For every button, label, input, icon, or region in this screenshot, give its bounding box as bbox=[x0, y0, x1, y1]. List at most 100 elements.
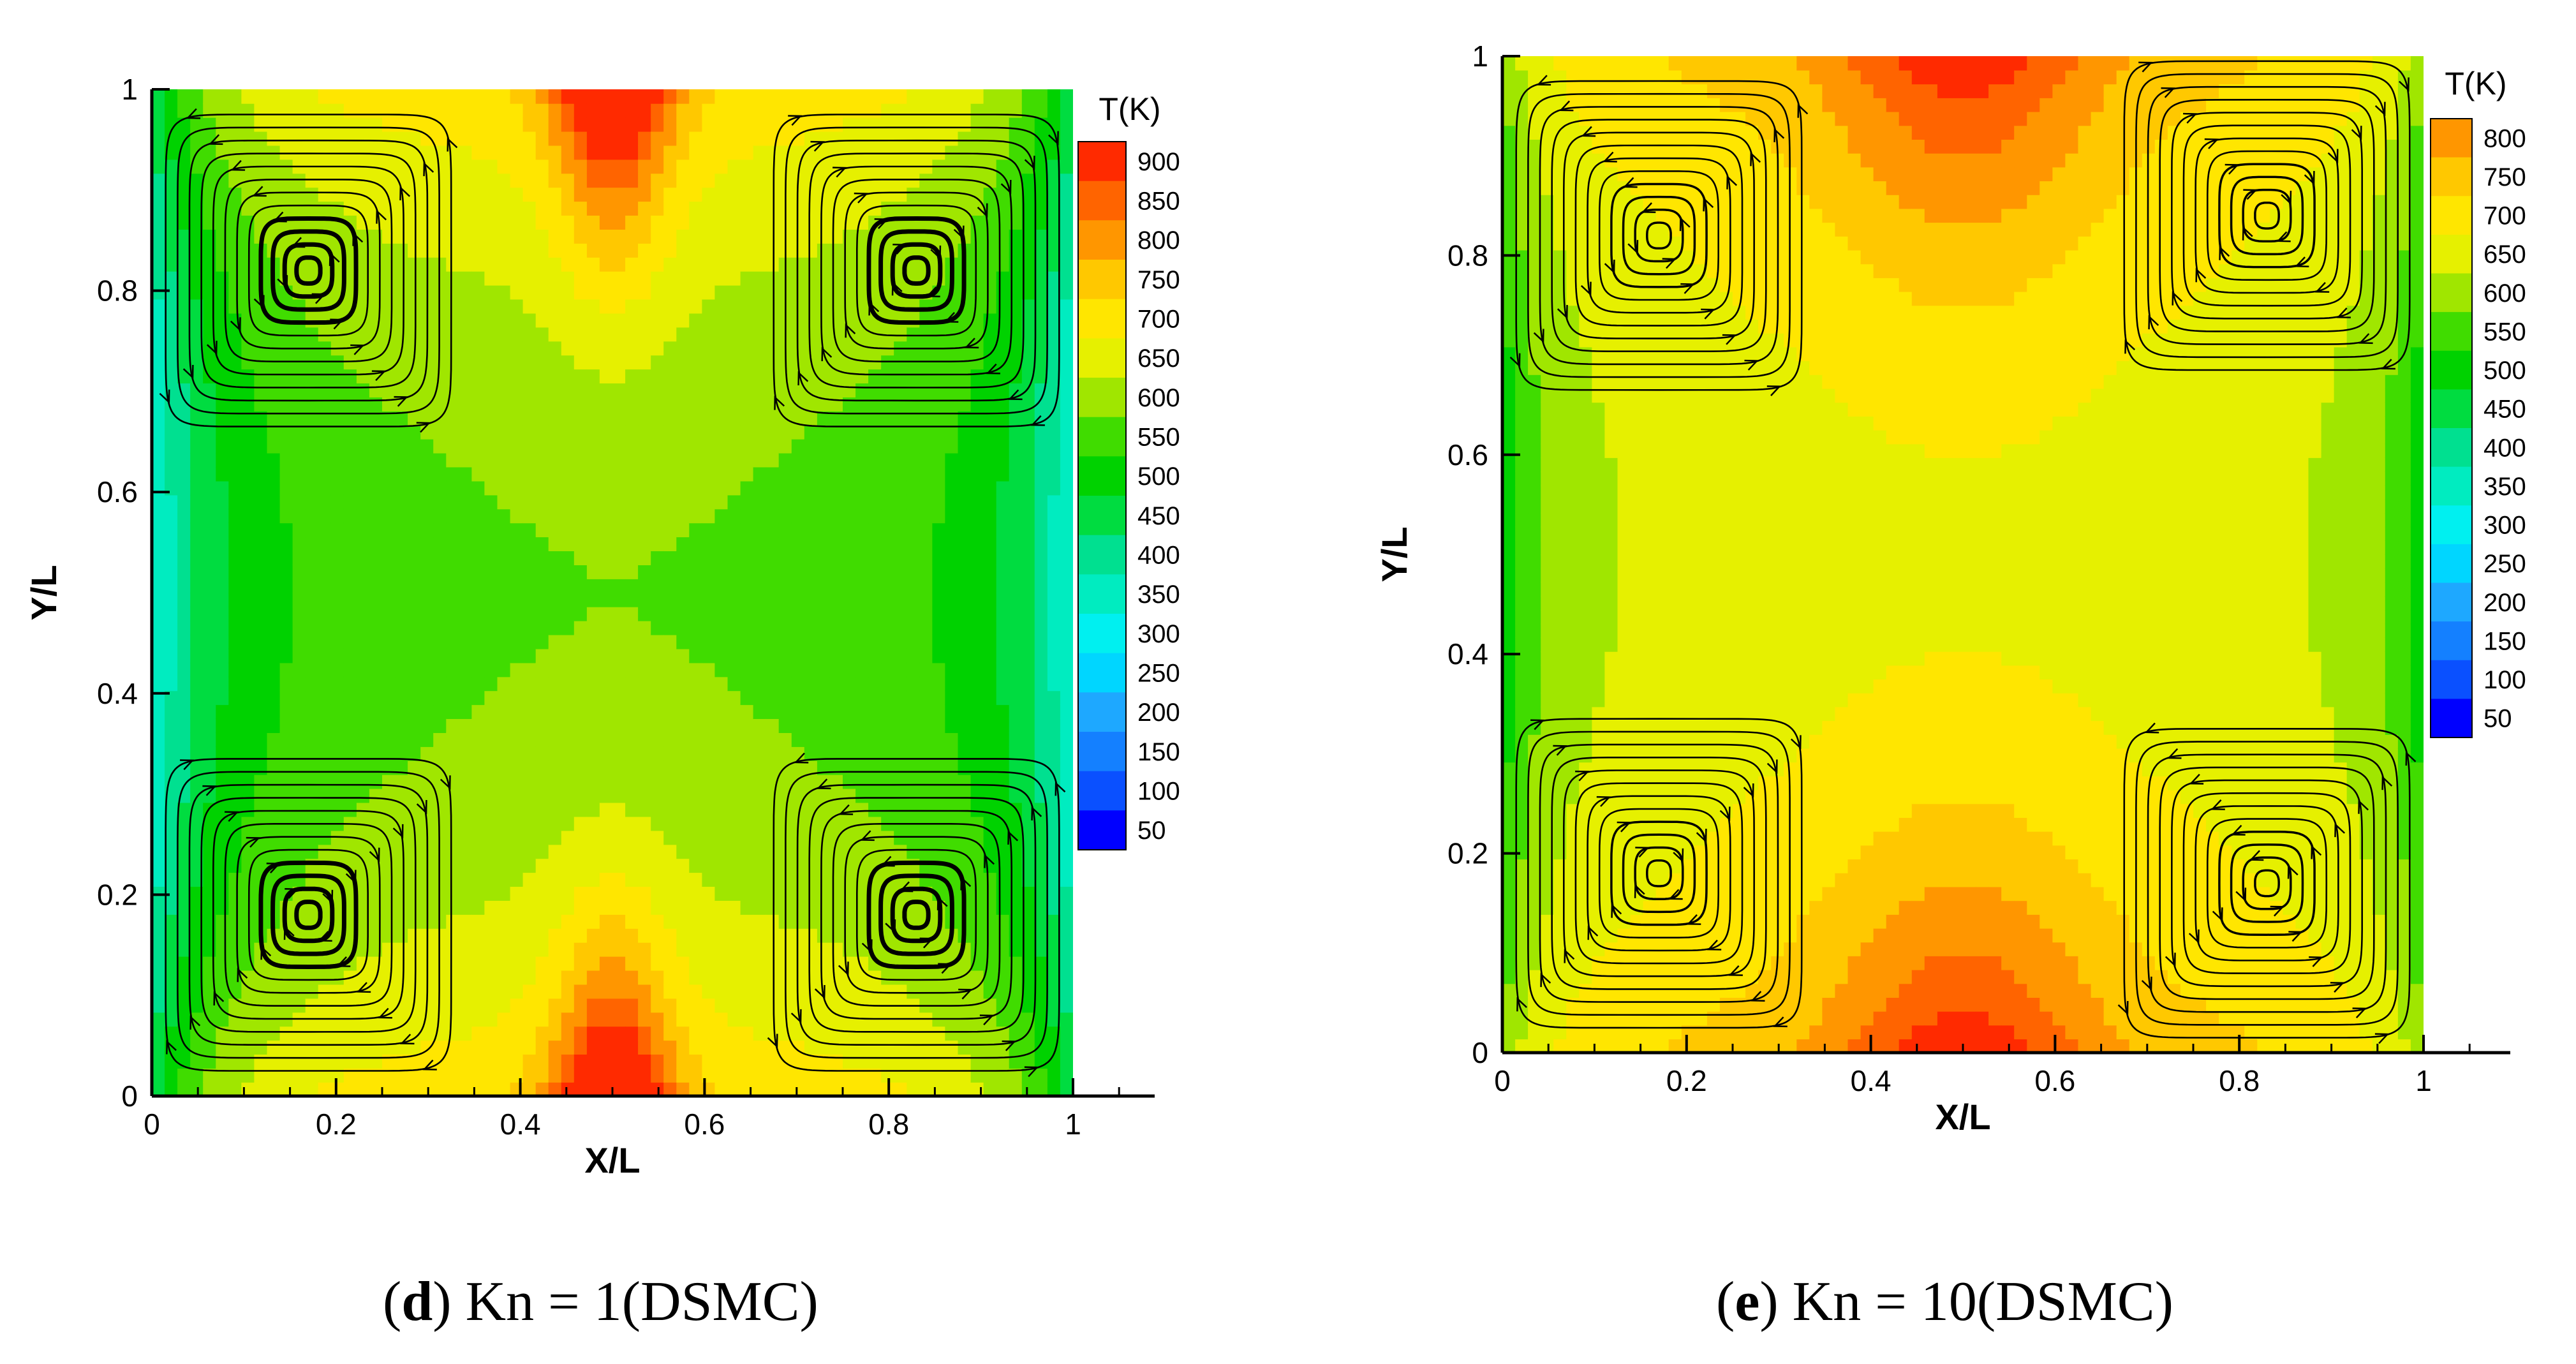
temperature-cell bbox=[727, 1040, 741, 1055]
temperature-cell bbox=[996, 606, 1010, 621]
temperature-cell bbox=[561, 956, 575, 971]
temperature-cell bbox=[471, 299, 485, 314]
temperature-cell bbox=[267, 201, 281, 216]
temperature-cell bbox=[983, 355, 997, 370]
temperature-cell bbox=[177, 508, 191, 524]
temperature-cell bbox=[369, 942, 383, 957]
temperature-cell bbox=[945, 551, 959, 565]
temperature-cell bbox=[318, 858, 332, 873]
temperature-cell bbox=[907, 704, 921, 719]
temperature-cell bbox=[535, 243, 549, 258]
temperature-cell bbox=[395, 411, 408, 426]
temperature-cell bbox=[356, 187, 370, 202]
temperature-cell bbox=[165, 271, 178, 286]
temperature-cell bbox=[829, 1026, 843, 1041]
temperature-cell bbox=[471, 565, 485, 579]
temperature-cell bbox=[216, 662, 230, 678]
temperature-cell bbox=[382, 117, 396, 132]
temperature-cell bbox=[574, 438, 588, 454]
temperature-cell bbox=[638, 313, 651, 328]
temperature-cell bbox=[420, 1012, 434, 1027]
temperature-cell bbox=[945, 131, 959, 146]
temperature-cell bbox=[165, 313, 178, 328]
temperature-cell bbox=[446, 648, 460, 663]
temperature-cell bbox=[279, 173, 293, 188]
temperature-cell bbox=[484, 285, 498, 300]
temperature-cell bbox=[177, 676, 191, 692]
temperature-cell bbox=[714, 523, 729, 538]
temperature-cell bbox=[279, 1082, 293, 1096]
temperature-cell bbox=[894, 648, 908, 663]
temperature-cell bbox=[919, 466, 933, 482]
temperature-cell bbox=[894, 690, 908, 706]
temperature-cell bbox=[714, 452, 729, 468]
temperature-cell bbox=[382, 956, 396, 971]
temperature-cell bbox=[638, 970, 651, 985]
temperature-cell bbox=[766, 886, 780, 901]
temperature-cell bbox=[522, 970, 537, 985]
temperature-cell bbox=[714, 397, 729, 411]
temperature-cell bbox=[343, 103, 357, 118]
temperature-cell bbox=[408, 942, 421, 957]
temperature-cell bbox=[254, 327, 268, 342]
temperature-cell bbox=[599, 970, 613, 985]
temperature-cell bbox=[804, 606, 818, 621]
temperature-cell bbox=[446, 466, 460, 482]
temperature-cell bbox=[970, 998, 984, 1013]
temperature-cell bbox=[945, 620, 959, 635]
temperature-cell bbox=[804, 103, 818, 118]
temperature-cell bbox=[599, 620, 613, 635]
temperature-cell bbox=[868, 928, 882, 943]
temperature-cell bbox=[740, 690, 754, 706]
temperature-cell bbox=[190, 452, 204, 468]
temperature-cell bbox=[420, 620, 434, 635]
temperature-cell bbox=[510, 1040, 524, 1055]
temperature-cell bbox=[318, 732, 332, 747]
temperature-cell bbox=[548, 411, 562, 426]
temperature-cell bbox=[510, 648, 524, 663]
temperature-cell bbox=[484, 341, 498, 356]
temperature-cell bbox=[279, 690, 293, 706]
temperature-cell bbox=[599, 159, 613, 174]
temperature-cell bbox=[459, 117, 473, 132]
temperature-cell bbox=[369, 788, 383, 803]
temperature-cell bbox=[663, 285, 677, 300]
temperature-cell bbox=[190, 858, 204, 873]
temperature-cell bbox=[165, 802, 178, 817]
temperature-cell bbox=[663, 341, 677, 356]
temperature-cell bbox=[177, 537, 191, 551]
temperature-cell bbox=[446, 914, 460, 929]
temperature-cell bbox=[727, 1026, 741, 1041]
temperature-cell bbox=[663, 257, 677, 272]
temperature-cell bbox=[599, 145, 613, 160]
temperature-cell bbox=[586, 397, 600, 411]
temperature-cell bbox=[574, 243, 588, 258]
temperature-cell bbox=[676, 313, 690, 328]
temperature-cell bbox=[881, 103, 895, 118]
temperature-cell bbox=[408, 858, 421, 873]
temperature-cell bbox=[343, 690, 357, 706]
temperature-cell bbox=[932, 1040, 946, 1055]
temperature-cell bbox=[548, 438, 562, 454]
temperature-cell bbox=[766, 257, 780, 272]
temperature-cell bbox=[996, 173, 1010, 188]
temperature-cell bbox=[203, 313, 217, 328]
temperature-cell bbox=[459, 369, 473, 383]
temperature-cell bbox=[702, 565, 716, 579]
temperature-cell bbox=[663, 788, 677, 803]
temperature-cell bbox=[1009, 397, 1023, 411]
temperature-cell bbox=[919, 858, 933, 873]
temperature-cell bbox=[152, 774, 165, 789]
temperature-cell bbox=[778, 452, 792, 468]
temperature-cell bbox=[740, 662, 754, 678]
temperature-cell bbox=[254, 620, 268, 635]
temperature-cell bbox=[343, 802, 357, 817]
temperature-cell bbox=[497, 746, 511, 761]
temperature-cell bbox=[689, 690, 703, 706]
temperature-cell bbox=[484, 872, 498, 887]
temperature-cell bbox=[778, 634, 792, 649]
temperature-cell bbox=[318, 187, 332, 202]
temperature-cell bbox=[254, 579, 268, 593]
temperature-cell bbox=[894, 565, 908, 579]
temperature-cell bbox=[894, 676, 908, 692]
